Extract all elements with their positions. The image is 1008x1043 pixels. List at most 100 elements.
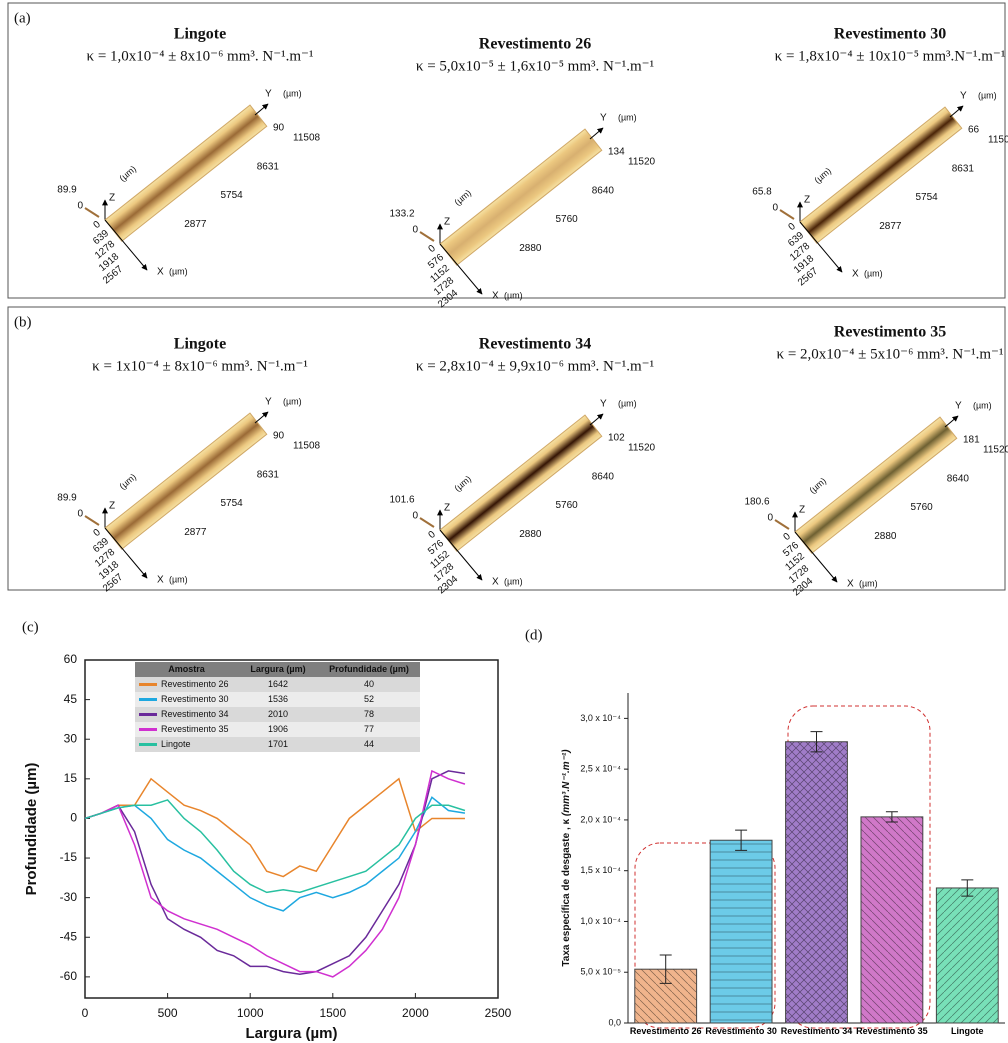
x-axis-arrow: [794, 531, 838, 583]
surface-plot: 133.20Z(µm)Y (µm)134288057608640115200576…: [389, 112, 655, 310]
x-tick-label-box: Revestimento 34: [780, 1026, 853, 1036]
y-tick-label: -45: [60, 929, 78, 943]
z-min: 0: [767, 513, 773, 524]
y-unit: (µm): [978, 90, 997, 100]
legend-label: Revestimento 34: [161, 709, 229, 719]
z-max: 65.8: [752, 187, 772, 198]
profile-line: [84, 770, 466, 975]
y-tick-label: 45: [64, 692, 78, 706]
z-unit: (µm): [452, 474, 473, 494]
table-cell: 1642: [268, 679, 288, 689]
y-tick-label: 2,5 x 10⁻⁴: [580, 764, 621, 774]
x-tick-label-box: Revestimento 26: [629, 1026, 702, 1036]
error-bar: [810, 731, 823, 753]
x-unit: (µm): [169, 266, 188, 276]
z-min: 0: [772, 203, 778, 214]
y-tick-label: 5760: [911, 502, 934, 513]
plot-title: Lingote: [174, 26, 226, 43]
x-unit: (µm): [504, 576, 523, 586]
y-tick-label: 5754: [916, 192, 939, 203]
z-min: 0: [412, 511, 418, 522]
table-cell: 1536: [268, 694, 288, 704]
error-bar: [659, 954, 672, 984]
y-tick-label: 11508: [988, 135, 1008, 146]
y-tick-label: 2880: [519, 243, 542, 254]
x-axis-label: Largura (µm): [246, 1025, 338, 1042]
x-axis-label: X: [157, 575, 164, 586]
y-axis-label-text: Taxa específica de desgaste , κ: [561, 816, 572, 966]
y-tick-label: 11508: [293, 441, 321, 452]
z-min: 0: [77, 201, 83, 212]
x-unit: (µm): [864, 268, 883, 278]
y-tick-label: 5754: [221, 498, 244, 509]
wear-rate: κ = 2,0x10⁻⁴ ± 5x10⁻⁶ mm³. N⁻¹.m⁻¹: [777, 346, 1004, 362]
z-label: Z: [804, 195, 810, 206]
scale-max: 90: [273, 431, 285, 442]
y-tick-label: 30: [64, 731, 78, 745]
panel-label: (a): [14, 10, 31, 26]
wear-rate: κ = 5,0x10⁻⁵ ± 1,6x10⁻⁵ mm³. N⁻¹.m⁻¹: [416, 58, 654, 74]
panel-b-frame: [7, 306, 1006, 591]
x-tick-label: 1500: [319, 1006, 346, 1020]
panel-a-frame: [7, 2, 1006, 299]
y-tick-label: -30: [60, 890, 78, 904]
panel-label: (b): [14, 314, 32, 330]
surface-plot: 101.60Z(µm)Y (µm)102288057608640115200576…: [389, 398, 655, 596]
y-axis-label: Y: [265, 397, 272, 408]
y-tick-label: 5760: [556, 500, 579, 511]
table-row: [135, 707, 420, 722]
z-label: Z: [109, 193, 115, 204]
x-axis-label: X: [492, 291, 499, 302]
x-tick-label: 500: [158, 1006, 178, 1020]
y-axis-label: Y: [600, 113, 607, 124]
scale-max: 134: [608, 147, 625, 158]
table-row: [135, 677, 420, 692]
z-unit: (µm): [117, 472, 138, 492]
surface-plot: 89.90Z(µm)Y (µm)9028775754863111508063912…: [57, 396, 320, 594]
surface-plot: 180.60Z(µm)Y (µm)181288057608640115200576…: [744, 400, 1008, 598]
table-row: [135, 722, 420, 737]
bar: [709, 839, 773, 1024]
panel-label: (d): [525, 627, 543, 643]
z-axis: [419, 517, 435, 528]
y-tick-label: 1,0 x 10⁻⁴: [580, 916, 621, 926]
x-tick-label-box: Revestimento 30: [705, 1026, 777, 1036]
wear-rate: κ = 1,0x10⁻⁴ ± 8x10⁻⁶ mm³. N⁻¹.m⁻¹: [87, 48, 314, 64]
table-row: [135, 737, 420, 752]
x-axis-arrow: [439, 243, 483, 295]
plot-frame: [84, 659, 499, 999]
profile-line: [84, 799, 466, 894]
surface-plot: 65.80Z(µm)Y(µm)6628775754863111508063912…: [752, 90, 1008, 288]
z-max: 180.6: [744, 497, 769, 508]
y-axis-label: Y: [600, 399, 607, 410]
table-cell: 40: [364, 679, 374, 689]
y-axis-label: Y: [265, 89, 272, 100]
x-unit: (µm): [504, 290, 523, 300]
y-tick-label: 3,0 x 10⁻⁴: [580, 713, 621, 723]
y-tick-label: 0,0: [608, 1017, 621, 1027]
x-tick-label: Revestimento 34: [780, 1026, 853, 1036]
z-max: 101.6: [389, 495, 414, 506]
y-tick-label: 2877: [184, 527, 207, 538]
y-axis-arrow: [254, 103, 269, 116]
y-tick-label: 8631: [952, 163, 975, 174]
x-tick-label: Revestimento 26: [629, 1026, 702, 1036]
error-bar: [961, 879, 974, 897]
z-axis: [779, 209, 795, 220]
y-tick-label: 2877: [879, 221, 902, 232]
wear-rate: κ = 1,8x10⁻⁴ ± 10x10⁻⁵ mm³.N⁻¹.m⁻¹: [775, 48, 1006, 64]
table-cell: 1906: [268, 724, 288, 734]
z-min: 0: [412, 225, 418, 236]
legend-label: Revestimento 35: [161, 724, 229, 734]
y-tick-label: -60: [60, 969, 78, 983]
scale-max: 181: [963, 435, 980, 446]
x-axis-arrow: [104, 219, 148, 271]
table-cell: 1701: [268, 739, 288, 749]
legend-label: Revestimento 26: [161, 679, 229, 689]
plot-title: Lingote: [174, 336, 226, 353]
table-header-cell: Profundidade (µm): [329, 664, 409, 674]
z-axis: [419, 231, 435, 242]
z-label: Z: [799, 505, 805, 516]
table-cell: 2010: [268, 709, 288, 719]
